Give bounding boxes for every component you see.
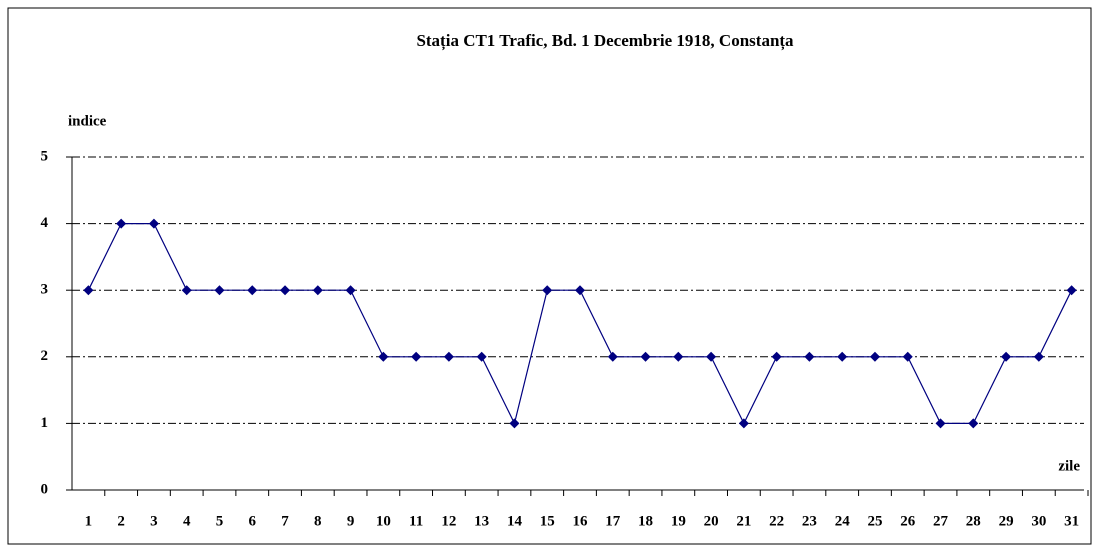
y-tick-label: 2 — [41, 348, 49, 364]
data-point — [214, 285, 225, 296]
data-point — [673, 351, 684, 362]
x-tick-label: 19 — [671, 513, 686, 529]
data-point — [116, 218, 127, 229]
x-tick-label: 26 — [900, 513, 916, 529]
data-point — [1066, 285, 1077, 296]
x-tick-label: 23 — [802, 513, 817, 529]
x-tick-label: 1 — [85, 513, 93, 529]
x-tick-label: 28 — [966, 513, 981, 529]
data-point — [443, 351, 454, 362]
data-point — [575, 285, 585, 296]
data-point — [476, 351, 487, 362]
x-tick-label: 25 — [867, 513, 882, 529]
data-point — [542, 285, 553, 296]
x-tick-label: 29 — [999, 513, 1014, 529]
x-tick-label: 18 — [638, 513, 653, 529]
data-point — [738, 418, 749, 429]
x-tick-label: 27 — [933, 513, 949, 529]
x-tick-label: 5 — [216, 513, 224, 529]
data-point — [247, 285, 258, 296]
data-point — [968, 418, 979, 429]
x-tick-label: 9 — [347, 513, 355, 529]
data-point — [312, 285, 323, 296]
x-tick-label: 14 — [507, 513, 523, 529]
data-point — [804, 351, 815, 362]
x-tick-label: 11 — [409, 513, 423, 529]
x-tick-label: 30 — [1031, 513, 1046, 529]
x-tick-label: 4 — [183, 513, 191, 529]
data-point — [902, 351, 913, 362]
data-point — [181, 285, 192, 296]
data-point — [345, 285, 356, 296]
x-tick-label: 7 — [281, 513, 289, 529]
x-tick-label: 6 — [249, 513, 257, 529]
data-point — [869, 351, 880, 362]
data-point — [607, 351, 618, 362]
x-tick-label: 8 — [314, 513, 322, 529]
x-tick-label: 24 — [835, 513, 851, 529]
data-point — [706, 351, 717, 362]
y-axis-label: indice — [68, 113, 107, 129]
data-point — [83, 285, 94, 296]
data-point — [837, 351, 848, 362]
x-axis-label: zile — [1058, 458, 1080, 474]
x-tick-label: 20 — [704, 513, 719, 529]
data-point — [1001, 351, 1012, 362]
x-tick-label: 31 — [1064, 513, 1079, 529]
y-tick-label: 1 — [41, 415, 49, 431]
data-point — [148, 218, 159, 229]
x-tick-label: 10 — [376, 513, 391, 529]
x-tick-label: 15 — [540, 513, 555, 529]
y-tick-label: 0 — [41, 481, 49, 497]
x-tick-label: 3 — [150, 513, 158, 529]
data-point — [935, 418, 946, 429]
chart-frame — [7, 7, 1092, 545]
data-point — [640, 351, 651, 362]
chart-title: Stația CT1 Trafic, Bd. 1 Decembrie 1918,… — [416, 31, 794, 51]
x-tick-label: 22 — [769, 513, 784, 529]
data-point — [280, 285, 291, 296]
x-tick-label: 13 — [474, 513, 489, 529]
data-point — [411, 351, 422, 362]
x-tick-label: 2 — [117, 513, 125, 529]
y-tick-label: 4 — [41, 215, 49, 231]
x-tick-label: 16 — [573, 513, 589, 529]
x-tick-label: 12 — [441, 513, 456, 529]
x-tick-label: 21 — [736, 513, 751, 529]
data-point — [378, 351, 389, 362]
data-point — [771, 351, 782, 362]
data-point — [509, 418, 520, 429]
data-point — [1033, 351, 1044, 362]
y-tick-label: 3 — [41, 282, 49, 298]
x-tick-label: 17 — [605, 513, 621, 529]
y-tick-label: 5 — [41, 148, 49, 164]
